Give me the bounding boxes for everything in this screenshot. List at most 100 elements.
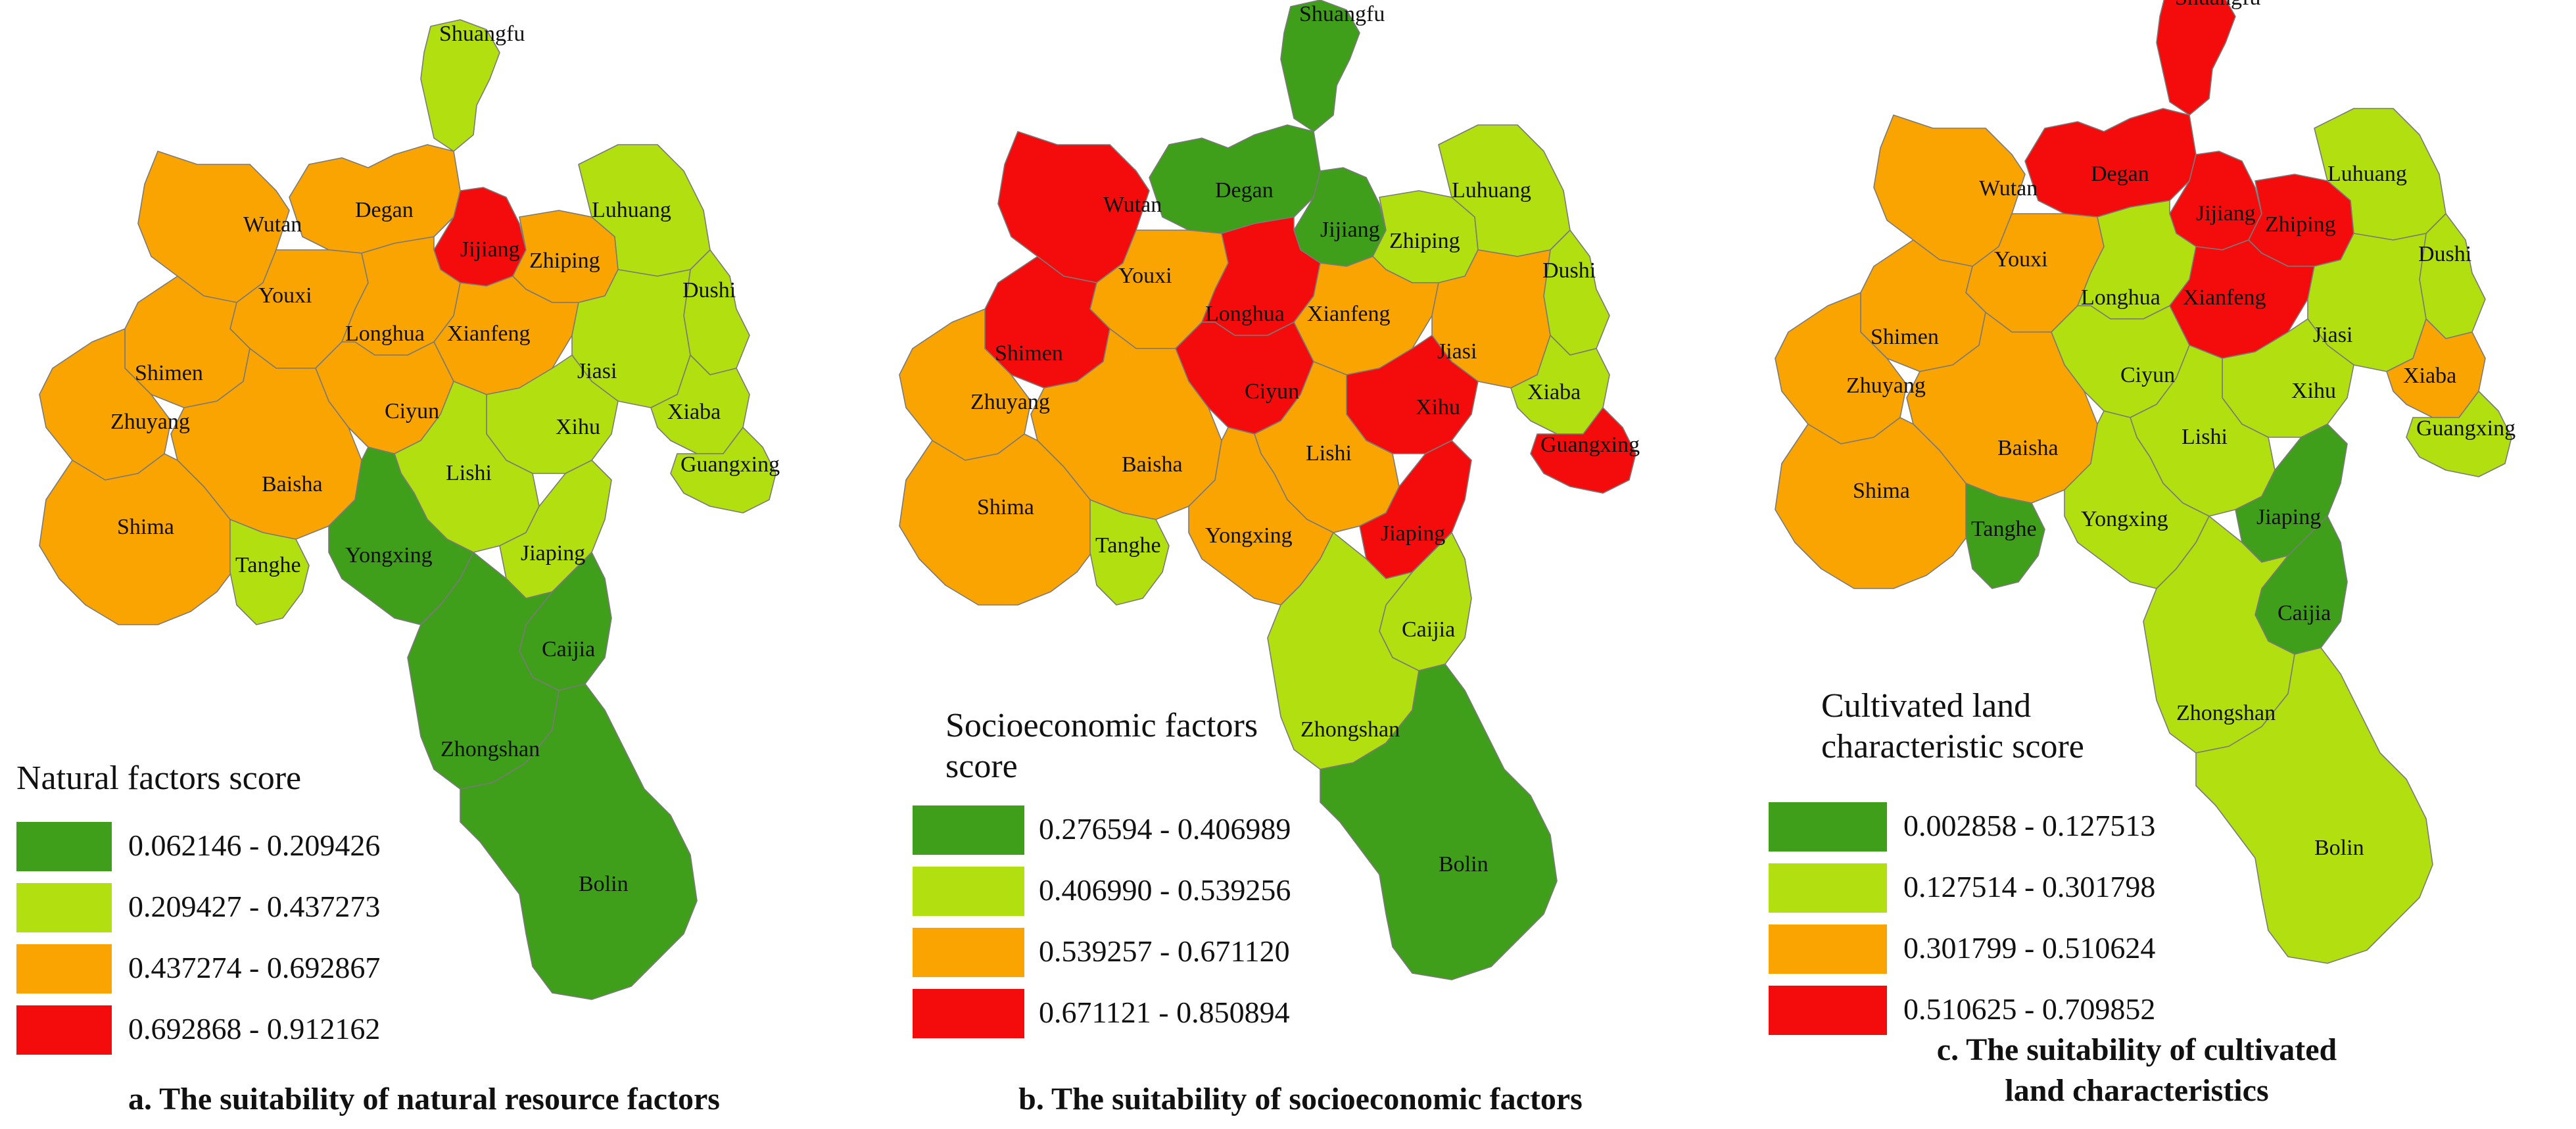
township-zhongshan xyxy=(407,552,560,790)
township-dushi xyxy=(2419,213,2486,339)
legend-range-label: 0.062146 - 0.209426 xyxy=(128,829,380,862)
legend: Socioeconomic factors score 0.276594 - 0.4… xyxy=(913,707,1291,1038)
township-label-zhongshan: Zhongshan xyxy=(2176,701,2276,725)
township-label-shimen: Shimen xyxy=(995,341,1063,366)
township-shuangfu xyxy=(1280,0,1360,132)
township-yongxing xyxy=(328,446,474,625)
township-label-yongxing: Yongxing xyxy=(1205,523,1293,548)
township-label-shimen: Shimen xyxy=(1871,325,1939,349)
township-label-luhuang: Luhuang xyxy=(592,198,671,222)
panel-b-socioeconomic-factors-map: Shuangfu Wutan Degan Jijiang Zhiping Luhuang D… xyxy=(899,0,1640,1117)
legend-swatch xyxy=(16,1005,112,1055)
township-label-baisha: Baisha xyxy=(1997,436,2059,460)
legend-range-label: 0.276594 - 0.406989 xyxy=(1039,812,1291,846)
township-labels: Shuangfu Wutan Degan Jijiang Zhiping Luhuang D… xyxy=(1846,0,2516,860)
township-label-longhua: Longhua xyxy=(345,322,425,346)
township-label-tanghe: Tanghe xyxy=(1095,533,1161,558)
township-label-bolin: Bolin xyxy=(1439,852,1489,877)
legend-swatch xyxy=(16,822,112,871)
legend-range-label: 0.692868 - 0.912162 xyxy=(128,1012,380,1045)
township-label-lishi: Lishi xyxy=(2182,425,2228,449)
township-label-longhua: Longhua xyxy=(1205,302,1285,326)
township-label-ciyun: Ciyun xyxy=(2120,363,2175,387)
township-polygons xyxy=(1775,0,2512,964)
township-label-jijiang: Jijiang xyxy=(2196,201,2256,226)
legend-swatch xyxy=(1769,925,1887,974)
township-zhongshan xyxy=(1267,532,1419,770)
township-label-xihu: Xihu xyxy=(1416,395,1460,420)
township-label-longhua: Longhua xyxy=(2081,285,2160,310)
township-label-bolin: Bolin xyxy=(579,872,629,896)
township-label-shima: Shima xyxy=(1853,479,1910,503)
legend-range-label: 0.209427 - 0.437273 xyxy=(128,890,380,923)
township-label-zhuyang: Zhuyang xyxy=(970,390,1050,414)
township-tanghe xyxy=(229,519,310,625)
township-guangxing xyxy=(1530,407,1636,494)
township-zhongshan xyxy=(2143,516,2295,754)
panel-caption: c. The suitability of cultivated xyxy=(1937,1032,2337,1067)
township-yongxing xyxy=(2064,410,2210,589)
township-label-guangxing: Guangxing xyxy=(2416,416,2516,441)
legend: Natural factors score 0.062146 - 0.209426… xyxy=(16,759,380,1055)
township-label-lishi: Lishi xyxy=(446,461,492,485)
legend-range-label: 0.539257 - 0.671120 xyxy=(1039,934,1290,968)
township-label-shima: Shima xyxy=(117,515,174,539)
legend-title: Cultivated land xyxy=(1821,687,2031,725)
township-label-baisha: Baisha xyxy=(1122,452,1183,477)
township-label-jiasi: Jiasi xyxy=(2313,323,2352,347)
township-label-dushi: Dushi xyxy=(682,278,736,302)
panel-c-cultivated-land-map: Shuangfu Wutan Degan Jijiang Zhiping Luhuang D… xyxy=(1769,0,2516,1108)
legend-swatch xyxy=(1769,802,1887,852)
panel-caption: a. The suitability of natural resource f… xyxy=(128,1082,720,1117)
township-label-zhuyang: Zhuyang xyxy=(110,410,190,434)
township-label-lishi: Lishi xyxy=(1306,441,1352,466)
legend-swatch xyxy=(1769,863,1887,913)
township-bolin xyxy=(2195,647,2433,964)
legend-range-label: 0.671121 - 0.850894 xyxy=(1039,996,1290,1029)
township-label-zhongshan: Zhongshan xyxy=(441,737,540,761)
township-label-caijia: Caijia xyxy=(1402,617,1455,642)
township-label-degan: Degan xyxy=(2091,162,2149,186)
legend-swatch xyxy=(913,805,1024,855)
township-label-luhuang: Luhuang xyxy=(1452,178,1531,203)
township-label-tanghe: Tanghe xyxy=(235,553,301,577)
township-bolin xyxy=(460,683,698,1000)
township-label-wutan: Wutan xyxy=(243,212,302,237)
township-shuangfu xyxy=(420,19,500,152)
township-label-jiasi: Jiasi xyxy=(1437,339,1477,364)
township-label-degan: Degan xyxy=(1215,178,1274,203)
township-label-shuangfu: Shuangfu xyxy=(439,22,525,46)
township-labels: Shuangfu Wutan Degan Jijiang Zhiping Luhuang D… xyxy=(110,22,780,896)
township-label-wutan: Wutan xyxy=(1103,193,1162,217)
legend-title: characteristic score xyxy=(1821,728,2084,765)
township-label-tanghe: Tanghe xyxy=(1971,517,2037,541)
township-label-jijiang: Jijiang xyxy=(460,237,520,262)
township-label-youxi: Youxi xyxy=(258,283,312,308)
township-label-zhuyang: Zhuyang xyxy=(1846,373,1926,398)
legend-swatch xyxy=(16,883,112,932)
township-label-xianfeng: Xianfeng xyxy=(447,322,531,346)
township-label-degan: Degan xyxy=(355,198,414,222)
legend-range-label: 0.301799 - 0.510624 xyxy=(1903,931,2155,965)
township-labels: Shuangfu Wutan Degan Jijiang Zhiping Luhuang D… xyxy=(970,2,1640,877)
legend-title: Socioeconomic factors xyxy=(945,707,1258,744)
legend-range-label: 0.437274 - 0.692867 xyxy=(128,951,380,984)
township-label-zhiping: Zhiping xyxy=(1389,229,1460,253)
township-label-bolin: Bolin xyxy=(2314,836,2364,860)
township-label-xihu: Xihu xyxy=(2291,379,2336,403)
township-label-guangxing: Guangxing xyxy=(680,452,780,477)
township-label-yongxing: Yongxing xyxy=(345,543,433,567)
legend-title: Natural factors score xyxy=(16,759,301,797)
legend-swatch xyxy=(913,928,1024,977)
township-dushi xyxy=(683,249,750,375)
township-label-zhiping: Zhiping xyxy=(2265,212,2336,237)
township-guangxing xyxy=(2406,391,2512,477)
legend-range-label: 0.127514 - 0.301798 xyxy=(1903,870,2155,903)
township-bolin xyxy=(1320,663,1558,980)
township-label-dushi: Dushi xyxy=(2418,242,2471,266)
township-label-yongxing: Yongxing xyxy=(2081,507,2168,531)
township-dushi xyxy=(1543,229,1610,356)
township-label-youxi: Youxi xyxy=(1994,247,2048,272)
